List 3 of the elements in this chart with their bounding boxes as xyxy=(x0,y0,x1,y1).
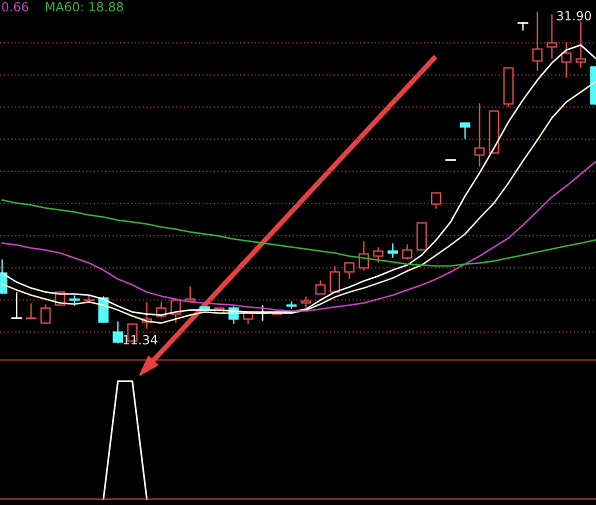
text: 0.66 xyxy=(2,2,28,12)
annotation: 31.90 xyxy=(556,11,591,20)
text: MA60: 18.88 xyxy=(46,2,124,12)
